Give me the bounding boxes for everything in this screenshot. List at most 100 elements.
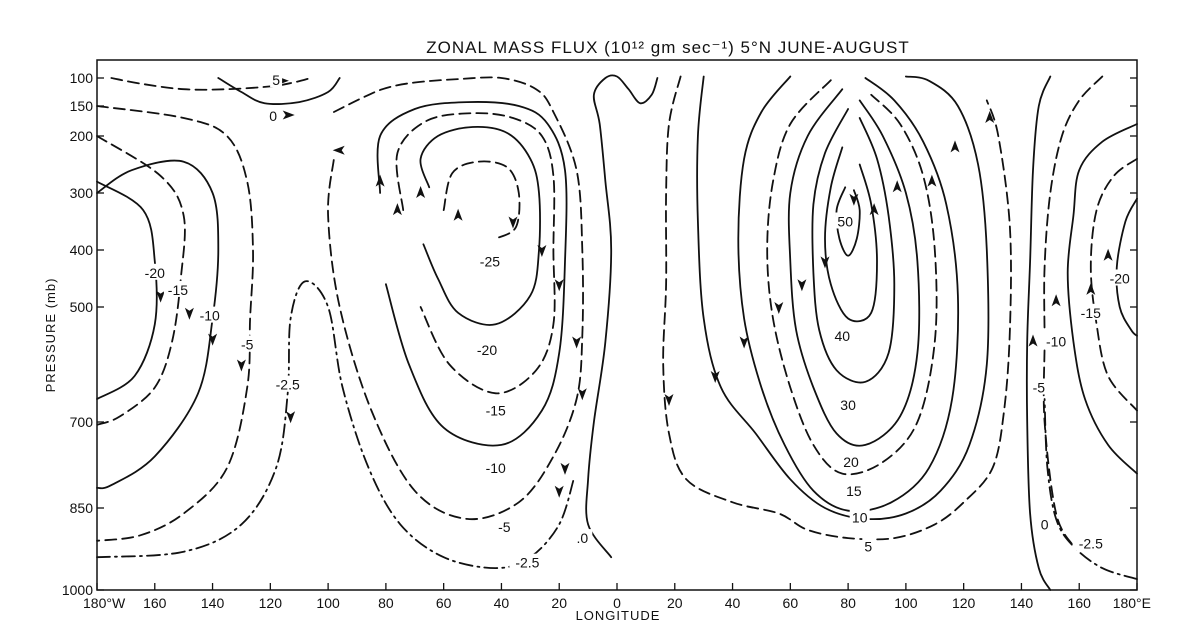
contour-label: -25: [480, 253, 500, 269]
contour-label: -20: [477, 342, 497, 358]
contour-line: [586, 75, 657, 557]
flow-arrow: [555, 486, 564, 498]
flow-arrow: [1052, 294, 1061, 306]
contour-line: [738, 77, 958, 512]
y-axis-label: PRESSURE (mb): [43, 278, 58, 393]
contour-label: 5: [864, 538, 872, 554]
contour-label: -15: [168, 282, 188, 298]
contour-line: [444, 161, 520, 238]
flow-arrow: [416, 186, 425, 198]
contour-line: [767, 80, 936, 474]
flow-arrow: [561, 463, 570, 475]
x-tick-label: 20: [667, 595, 683, 611]
contour-label: .0: [576, 530, 588, 546]
x-tick-label: 60: [783, 595, 799, 611]
flow-arrow: [1104, 249, 1113, 261]
contour-label: 10: [852, 509, 868, 525]
flow-arrow: [1029, 335, 1038, 347]
flow-arrow: [555, 279, 564, 291]
x-tick-label: 80: [840, 595, 856, 611]
contour-line: [420, 127, 540, 325]
y-tick-label: 700: [70, 414, 94, 430]
x-tick-label: 60: [436, 595, 452, 611]
x-tick-label: 0: [613, 595, 621, 611]
contour-label: -15: [486, 403, 506, 419]
x-tick-label: 40: [494, 595, 510, 611]
contour-label: -5: [241, 336, 254, 352]
flow-arrow: [927, 175, 936, 187]
flow-arrow: [454, 209, 463, 221]
contour-line: [97, 136, 185, 425]
y-tick-label: 1000: [62, 582, 93, 598]
flow-arrow: [572, 337, 581, 349]
contour-label: -10: [1046, 334, 1066, 350]
x-tick-label: 180°E: [1113, 595, 1151, 611]
contour-label: -5: [498, 519, 511, 535]
flow-arrow: [393, 203, 402, 215]
contour-label: 30: [840, 397, 856, 413]
y-tick-label: 200: [70, 128, 94, 144]
contour-lines: [97, 75, 1137, 590]
flow-arrow: [821, 256, 830, 268]
contour-labels: 50-20-15-10-5-2.5-25-20-15-10-5-2.5.0504…: [141, 71, 1134, 571]
x-tick-label: 160: [1068, 595, 1092, 611]
contour-label: -10: [486, 460, 506, 476]
contour-label: 0: [1041, 516, 1049, 532]
contour-label: -15: [1081, 305, 1101, 321]
flow-arrow: [185, 308, 194, 320]
contour-line: [1068, 124, 1137, 474]
x-axis-ticks: 180°W 160 140 120 100 80 60 40 20 0 20 40 60 80 100 120…: [83, 583, 1151, 611]
x-tick-label: 120: [952, 595, 976, 611]
x-tick-label: 160: [143, 595, 167, 611]
flow-arrow: [333, 146, 345, 155]
contour-label: -2.5: [276, 377, 300, 393]
flow-arrow: [774, 302, 783, 314]
flow-arrow: [237, 360, 246, 372]
contour-label: 20: [843, 454, 859, 470]
flow-arrow: [740, 337, 749, 349]
x-tick-label: 80: [378, 595, 394, 611]
contour-line: [378, 102, 567, 446]
contour-label: -20: [145, 265, 165, 281]
x-tick-label: 100: [316, 595, 340, 611]
y-tick-label: 150: [70, 98, 94, 114]
x-tick-label: 20: [551, 595, 567, 611]
y-tick-label: 300: [70, 185, 94, 201]
contour-line: [97, 161, 218, 489]
flow-arrow: [1086, 283, 1095, 295]
contour-line: [1116, 199, 1137, 336]
contour-line: [789, 89, 919, 446]
flow-arrow: [893, 180, 902, 192]
contour-line: [97, 182, 157, 399]
contour-label: -5: [1033, 380, 1046, 396]
flow-arrow: [286, 411, 295, 423]
y-tick-label: 500: [70, 299, 94, 315]
y-tick-label: 400: [70, 242, 94, 258]
contour-label: -20: [1110, 271, 1130, 287]
contour-label: 0: [269, 108, 277, 124]
contour-label: -10: [200, 308, 220, 324]
y-tick-label: 100: [70, 70, 94, 86]
x-tick-label: 100: [894, 595, 918, 611]
contour-label: 5: [272, 72, 280, 88]
flow-arrow: [951, 140, 960, 152]
x-tick-label: 120: [259, 595, 283, 611]
flow-arrow: [283, 111, 295, 120]
contour-label: -2.5: [515, 555, 539, 571]
chart-title: ZONAL MASS FLUX (10¹² gm sec⁻¹) 5°N JUNE…: [426, 38, 909, 57]
contour-label: 15: [846, 483, 862, 499]
x-tick-label: 40: [725, 595, 741, 611]
contour-line: [328, 77, 583, 519]
contour-line: [825, 147, 877, 321]
contour-label: 50: [837, 214, 853, 230]
flow-arrow: [578, 388, 587, 400]
x-tick-label: 140: [201, 595, 225, 611]
contour-line: [1045, 399, 1137, 579]
zonal-mass-flux-chart: ZONAL MASS FLUX (10¹² gm sec⁻¹) 5°N JUNE…: [0, 0, 1200, 624]
contour-label: 40: [835, 328, 851, 344]
y-tick-label: 850: [70, 500, 94, 516]
x-tick-label: 140: [1010, 595, 1034, 611]
contour-label: -2.5: [1079, 536, 1103, 552]
flow-arrow: [797, 279, 806, 291]
